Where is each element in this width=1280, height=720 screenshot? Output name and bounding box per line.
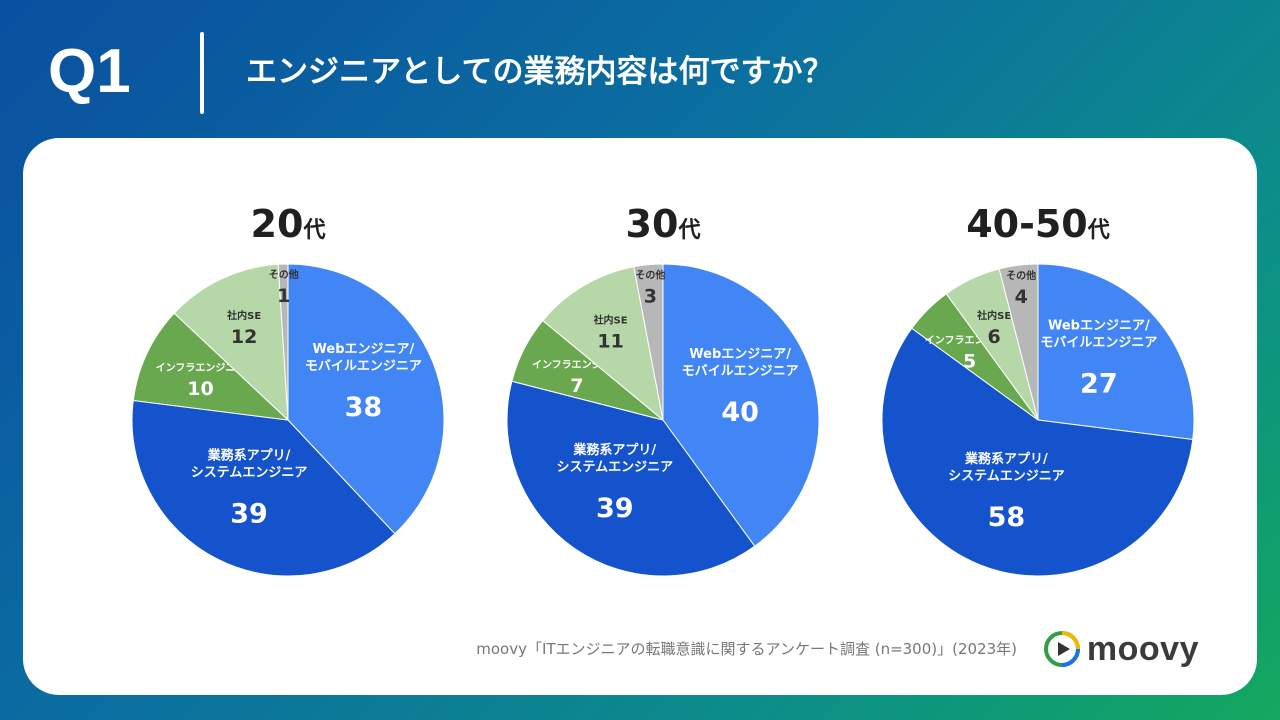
slice-label-other: その他 3 xyxy=(635,268,665,307)
slice-value-label: 38 xyxy=(345,392,383,423)
slice-value-label: 3 xyxy=(644,285,657,307)
slice-category-label: その他 xyxy=(635,268,665,281)
slice-category-label: モバイルエンジニア xyxy=(1040,335,1157,350)
pie-chart-30s: 30代 Webエンジニア/モバイルエンジニア 40 業務系アプリ/システムエンジニア… xyxy=(483,138,843,598)
slice-value-label: 5 xyxy=(963,351,976,373)
slice-value-label: 40 xyxy=(721,397,759,428)
moovy-logo: moovy xyxy=(1043,629,1199,669)
slice-value-label: 27 xyxy=(1080,368,1118,399)
slice-value-label: 4 xyxy=(1015,286,1028,308)
slice-label-other: その他 4 xyxy=(1006,269,1036,308)
slice-label-in-house-se: 社内SE 6 xyxy=(976,309,1011,348)
pie-slice-in-house-se xyxy=(173,263,289,422)
logo-text: moovy xyxy=(1086,629,1199,668)
pie-slice-infra xyxy=(132,312,290,421)
chart-title: 20代 xyxy=(108,200,468,256)
slice-category-label: インフラエンジニア xyxy=(156,362,246,374)
chart-title-age: 20 xyxy=(250,202,304,246)
pie-chart-40-50s: 40-50代 Webエンジニア/モバイルエンジニア 27 業務系アプリ/システムエン… xyxy=(858,138,1218,598)
pie-slice-in-house-se xyxy=(542,266,664,422)
slice-label-web-mobile: Webエンジニア/モバイルエンジニア 38 xyxy=(305,342,422,423)
slice-value-label: 39 xyxy=(230,498,268,529)
pie-slice-web-mobile xyxy=(1037,263,1195,441)
play-logo-icon xyxy=(1043,631,1080,667)
slice-category-label: 社内SE xyxy=(976,309,1011,322)
charts-panel: 20代 Webエンジニア/モバイルエンジニア 38 業務系アプリ/システムエンジニア… xyxy=(23,138,1257,695)
slice-label-business-system: 業務系アプリ/システムエンジニア 58 xyxy=(948,451,1065,533)
slice-category-label: その他 xyxy=(269,268,299,281)
slice-label-business-system: 業務系アプリ/システムエンジニア 39 xyxy=(191,447,308,529)
slice-value-label: 6 xyxy=(988,326,1001,348)
chart-title-age: 30 xyxy=(625,202,679,246)
question-title: エンジニアとしての業務内容は何ですか？ xyxy=(246,54,834,90)
slice-value-label: 10 xyxy=(187,378,213,400)
pie-slice-other xyxy=(277,263,289,421)
slice-category-label: 社内SE xyxy=(226,309,261,322)
pie-slice-business-system xyxy=(881,327,1194,577)
question-number: Q1 xyxy=(48,37,131,106)
pie-slice-business-system xyxy=(131,399,396,577)
pie-slice-web-mobile xyxy=(662,263,820,547)
slice-value-label: 39 xyxy=(596,493,634,524)
slice-value-label: 58 xyxy=(988,502,1026,533)
slice-category-label: システムエンジニア xyxy=(556,460,673,475)
slice-label-web-mobile: Webエンジニア/モバイルエンジニア 27 xyxy=(1040,318,1157,399)
pie-slice-business-system xyxy=(506,380,756,577)
slice-label-other: その他 1 xyxy=(269,268,299,307)
pie-slice-other xyxy=(998,263,1039,421)
slice-category-label: その他 xyxy=(1006,269,1036,282)
pie-slice-web-mobile xyxy=(287,263,445,535)
chart-title: 30代 xyxy=(483,200,843,256)
pie-svg: Webエンジニア/モバイルエンジニア27業務系アプリ/システムエンジニア58イン… xyxy=(881,263,1195,577)
slice-label-infra: インフラエンジニア 10 xyxy=(156,362,246,400)
slice-category-label: 業務系アプリ/ xyxy=(207,447,291,463)
chart-title-suffix: 代 xyxy=(678,218,701,243)
slice-value-label: 11 xyxy=(597,330,623,352)
pie-chart-20s: 20代 Webエンジニア/モバイルエンジニア 38 業務系アプリ/システムエンジニア… xyxy=(108,138,468,598)
slice-category-label: システムエンジニア xyxy=(948,469,1065,484)
slice-category-label: Webエンジニア/ xyxy=(689,347,791,362)
title-divider xyxy=(200,32,204,114)
slice-value-label: 1 xyxy=(277,285,290,307)
slice-label-web-mobile: Webエンジニア/モバイルエンジニア 40 xyxy=(682,347,799,428)
slice-category-label: モバイルエンジニア xyxy=(305,359,422,374)
slice-category-label: モバイルエンジニア xyxy=(682,364,799,379)
slice-category-label: システムエンジニア xyxy=(191,465,308,480)
chart-title: 40-50代 xyxy=(858,200,1218,256)
pie-svg: Webエンジニア/モバイルエンジニア40業務系アプリ/システムエンジニア39イン… xyxy=(506,263,820,577)
source-note: moovy「ITエンジニアの転職意識に関するアンケート調査 (n=300)」(2… xyxy=(476,640,1017,658)
chart-title-age: 40-50 xyxy=(966,202,1088,246)
slice-category-label: Webエンジニア/ xyxy=(1048,318,1150,333)
slice-category-label: 業務系アプリ/ xyxy=(964,451,1048,467)
slice-label-in-house-se: 社内SE 12 xyxy=(226,309,261,348)
slice-category-label: 業務系アプリ/ xyxy=(572,442,656,458)
pie-svg: Webエンジニア/モバイルエンジニア 38 業務系アプリ/システムエンジニア 39 イン… xyxy=(131,263,445,577)
slice-category-label: 社内SE xyxy=(593,313,628,326)
chart-title-suffix: 代 xyxy=(1087,218,1110,243)
pie-slice-other xyxy=(633,263,664,421)
slice-label-in-house-se: 社内SE 11 xyxy=(593,313,628,352)
chart-title-suffix: 代 xyxy=(303,218,326,243)
slice-label-business-system: 業務系アプリ/システムエンジニア 39 xyxy=(556,442,673,524)
slice-value-label: 12 xyxy=(231,326,257,348)
slice-value-label: 7 xyxy=(570,375,583,397)
slice-category-label: Webエンジニア/ xyxy=(313,342,415,357)
